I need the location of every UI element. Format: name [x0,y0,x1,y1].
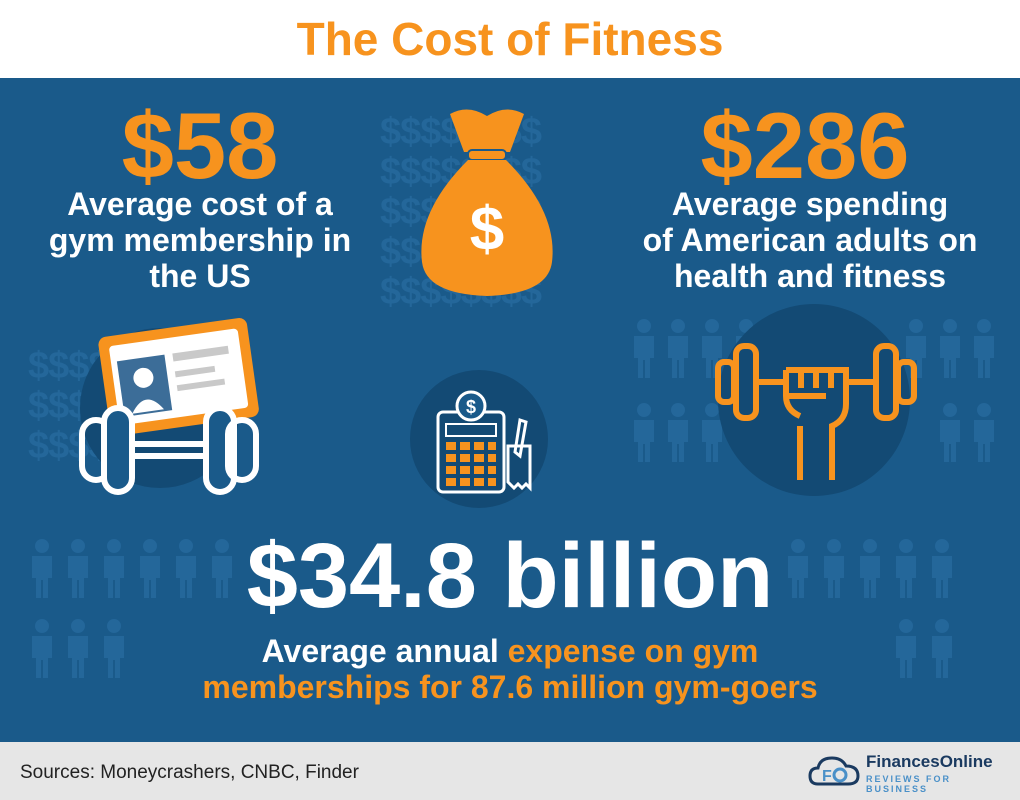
footer: Sources: Moneycrashers, CNBC, Finder F F… [0,742,1020,800]
stat-left-description: Average cost of a gym membership in the … [10,186,390,294]
stat-right-line2: of American adults on [642,222,978,258]
svg-text:F: F [822,768,832,785]
dumbbell-icon [79,405,259,495]
logo-name: FinancesOnline [866,752,993,771]
stat-right-description: Average spending of American adults on h… [615,186,1005,294]
stat-right-line1: Average spending [671,186,949,222]
logo-tagline: REVIEWS FOR BUSINESS [866,774,952,794]
main-panel: $$$$$$$$ $$$$$$$$ $$$$$$$$ $$$$$$$$ $$$$… [0,78,1020,742]
fist-dumbbell-icon [715,343,917,480]
page-title: The Cost of Fitness [296,13,724,65]
stat-main-line2: memberships for 87.6 million gym-goers [202,669,818,705]
calculator-icon: $ [436,390,532,494]
stat-main-description: Average annual expense on gym membership… [0,633,1020,705]
stat-right-line3: health and fitness [673,258,947,294]
sources-text: Sources: Moneycrashers, CNBC, Finder [20,762,359,783]
stat-main-value: $34.8 billion [246,525,774,627]
stat-left-line3: the US [149,258,251,294]
svg-text:$: $ [470,195,504,264]
title-bar: The Cost of Fitness [0,0,1020,78]
svg-text:$: $ [466,397,476,417]
money-bag-icon: $ [421,109,553,296]
stat-main-line1: Average annual expense on gym [0,633,1020,669]
financesonline-logo[interactable]: F FinancesOnline REVIEWS FOR BUSINESS [808,750,1008,794]
stat-left-value: $58 [121,93,279,198]
stat-left-line1: Average cost of a [67,186,333,222]
stat-left-line2: gym membership in [48,222,352,258]
stat-main-line1-orange: expense on gym [507,633,759,669]
stat-main-line1-white: Average annual [261,633,499,669]
stat-right-value: $286 [700,93,910,198]
financesonline-logo-icon: F [808,756,860,786]
